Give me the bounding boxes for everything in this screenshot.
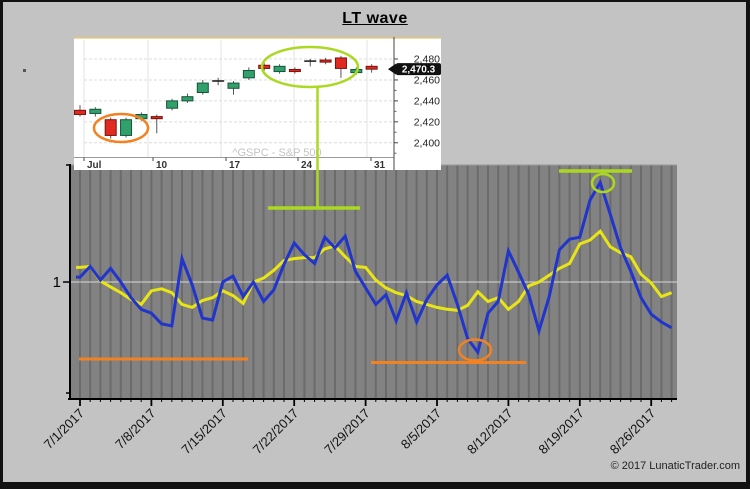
candle-body-down — [104, 119, 117, 136]
candle-body-up — [227, 82, 240, 89]
candle-body-up — [273, 65, 286, 73]
yellow-wave-series — [76, 229, 673, 312]
frame-border-bottom — [0, 482, 750, 489]
x-axis-label: 7/1/2017 — [41, 406, 87, 452]
inset-x-label: 17 — [229, 160, 241, 171]
x-axis-label: 7/22/2017 — [250, 406, 302, 458]
candle-body-down — [365, 65, 378, 70]
candle-body-down — [288, 68, 301, 73]
candle-body-up — [181, 96, 194, 102]
last-price-tag — [396, 63, 441, 76]
inset-y-label: 2,400 — [414, 137, 440, 149]
frame-border-top — [0, 0, 750, 2]
copyright: © 2017 LunaticTrader.com — [610, 460, 740, 472]
inset-x-label: 31 — [374, 160, 386, 171]
inset-x-label: Jul — [87, 160, 102, 171]
inset-watermark: ^GSPC - S&P 500 — [232, 147, 321, 159]
candle-body-up — [242, 70, 255, 79]
x-axis-label: 7/15/2017 — [178, 406, 230, 458]
candle-body-down — [258, 64, 271, 69]
last-price-label: 2,470.3 — [402, 65, 436, 76]
x-axis-label: 8/5/2017 — [398, 406, 444, 452]
speck-artifact — [23, 69, 26, 72]
page-title: LT wave — [342, 10, 408, 27]
frame-border-left — [0, 0, 3, 489]
blue-wave-series — [76, 178, 673, 356]
candle-body-up — [166, 100, 179, 109]
candle-body-up — [89, 108, 102, 114]
candle-body-down — [74, 109, 86, 115]
inset-candlestick-chart: ^GSPC - S&P 500 Jul 10 17 24 31 2,480 2,460 2,44… — [74, 36, 441, 171]
candle-body-down — [150, 116, 163, 120]
green-ellipse-inset — [260, 45, 360, 89]
x-axis-label: 8/12/2017 — [464, 406, 516, 458]
inset-y-label: 2,460 — [414, 74, 440, 86]
inset-y-label: 2,420 — [414, 116, 440, 128]
candle-body-up — [120, 119, 133, 136]
y-axis-label: 1 — [53, 274, 61, 291]
inset-x-label: 10 — [156, 160, 168, 171]
green-ellipse-main-peak — [590, 172, 616, 194]
inset-y-label: 2,440 — [414, 95, 440, 107]
frame-border-right — [746, 0, 750, 489]
candle-body-down — [334, 57, 347, 69]
orange-ellipse-main-low — [457, 338, 493, 362]
annotations-overlay — [79, 45, 632, 364]
orange-ellipse-inset — [92, 112, 150, 144]
candle-body-down — [319, 59, 332, 63]
x-axis-label: 7/8/2017 — [112, 406, 158, 452]
last-price-arrow — [388, 63, 396, 75]
x-axis-label: 8/19/2017 — [535, 406, 587, 458]
x-axis-label: 8/26/2017 — [607, 406, 659, 458]
candle-body-up — [196, 82, 209, 94]
inset-y-label: 2,480 — [414, 54, 440, 66]
inset-x-label: 24 — [301, 160, 313, 171]
x-axis-label: 7/29/2017 — [321, 406, 373, 458]
